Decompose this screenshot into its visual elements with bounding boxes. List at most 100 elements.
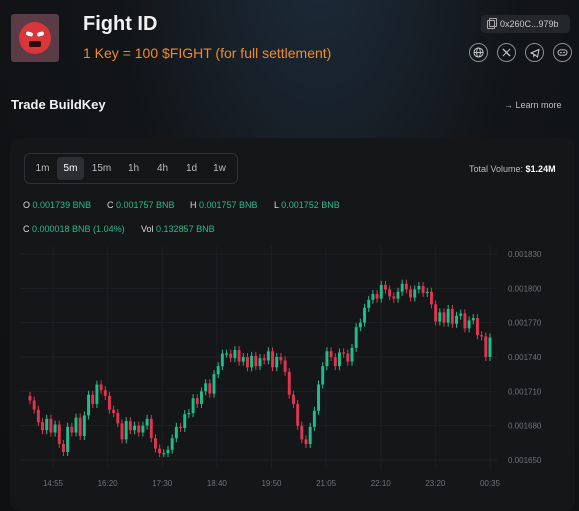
candle-body bbox=[321, 366, 325, 385]
tab-1m[interactable]: 1m bbox=[35, 163, 50, 174]
candle-body bbox=[57, 424, 61, 444]
change-value: 0.000018 BNB (1.04%) bbox=[32, 224, 125, 234]
candle-body bbox=[442, 312, 446, 323]
candle-body bbox=[371, 294, 375, 300]
fighter-mask-icon bbox=[19, 22, 51, 54]
candle-body bbox=[300, 425, 304, 440]
candle-body bbox=[455, 315, 459, 324]
candle-body bbox=[413, 289, 417, 298]
candle-body bbox=[342, 352, 346, 354]
x-tick-label: 16:20 bbox=[98, 479, 119, 488]
candle-body bbox=[107, 395, 111, 410]
candle-body bbox=[53, 424, 57, 433]
candle-body bbox=[32, 400, 36, 410]
high-label: H bbox=[190, 200, 197, 210]
learn-more-link[interactable]: → Learn more bbox=[504, 100, 562, 110]
candle-body bbox=[262, 358, 266, 361]
x-tick-label: 22:10 bbox=[371, 479, 392, 488]
tab-1d[interactable]: 1d bbox=[185, 163, 198, 174]
contract-address-button[interactable]: 0x260C...979b bbox=[481, 15, 570, 33]
candle-body bbox=[120, 423, 124, 440]
candle-body bbox=[233, 350, 237, 359]
y-tick-label: 0.001800 bbox=[508, 284, 542, 293]
discord-icon[interactable] bbox=[553, 43, 572, 62]
candle-body bbox=[179, 426, 183, 429]
candle-body bbox=[409, 289, 413, 298]
candle-body bbox=[333, 357, 337, 367]
candle-body bbox=[41, 422, 45, 431]
candle-body bbox=[199, 391, 203, 404]
candle-body bbox=[61, 443, 65, 452]
candle-body bbox=[241, 357, 245, 362]
y-tick-label: 0.001680 bbox=[508, 422, 542, 431]
candle-body bbox=[220, 353, 224, 367]
telegram-icon[interactable] bbox=[525, 43, 544, 62]
low-stat: L 0.001752 BNB bbox=[274, 200, 340, 210]
tab-5m[interactable]: 5m bbox=[57, 157, 84, 180]
candle-body bbox=[28, 395, 32, 401]
total-volume: Total Volume: $1.24M bbox=[469, 164, 556, 174]
total-volume-label: Total Volume: bbox=[469, 164, 524, 174]
candle-body bbox=[183, 414, 187, 428]
x-tick-label: 19:50 bbox=[261, 479, 282, 488]
x-tick-label: 18:40 bbox=[207, 479, 228, 488]
candle-body bbox=[216, 366, 220, 375]
x-tick-label: 23:20 bbox=[425, 479, 446, 488]
candle-body bbox=[475, 318, 479, 336]
x-icon[interactable] bbox=[497, 43, 516, 62]
close-value: 0.001757 BNB bbox=[116, 200, 175, 210]
section-title: Trade BuildKey bbox=[11, 97, 106, 112]
close-stat: C 0.001757 BNB bbox=[107, 200, 175, 210]
tab-1w[interactable]: 1w bbox=[213, 163, 226, 174]
candle-body bbox=[279, 357, 283, 361]
tab-15m[interactable]: 15m bbox=[91, 163, 112, 174]
candle-body bbox=[187, 413, 191, 415]
candle-body bbox=[337, 352, 341, 367]
candle-body bbox=[363, 307, 367, 323]
candle-body bbox=[254, 355, 258, 367]
x-tick-label: 14:55 bbox=[43, 479, 64, 488]
candle-body bbox=[116, 413, 120, 424]
tab-1h[interactable]: 1h bbox=[127, 163, 140, 174]
tab-4h[interactable]: 4h bbox=[156, 163, 169, 174]
y-tick-label: 0.001770 bbox=[508, 319, 542, 328]
candle-body bbox=[36, 409, 40, 423]
low-value: 0.001752 BNB bbox=[281, 200, 340, 210]
candle-body bbox=[245, 357, 249, 368]
low-label: L bbox=[274, 200, 279, 210]
candle-body bbox=[82, 415, 86, 436]
candle-body bbox=[317, 384, 321, 411]
candle-body bbox=[404, 283, 408, 290]
candle-body bbox=[421, 286, 425, 293]
candle-body bbox=[141, 425, 145, 433]
x-tick-label: 17:30 bbox=[152, 479, 173, 488]
contract-address: 0x260C...979b bbox=[500, 19, 559, 29]
candle-body bbox=[49, 418, 53, 433]
candle-body bbox=[99, 384, 103, 391]
candle-body bbox=[325, 351, 329, 367]
candle-body bbox=[463, 313, 467, 329]
candle-body bbox=[367, 299, 371, 308]
x-tick-label: 21:05 bbox=[316, 479, 337, 488]
globe-icon[interactable] bbox=[469, 43, 488, 62]
volume-label: Vol bbox=[141, 224, 154, 234]
candle-body bbox=[128, 421, 132, 431]
candle-body bbox=[195, 398, 199, 404]
total-volume-value: $1.24M bbox=[525, 164, 556, 174]
copy-icon bbox=[487, 17, 497, 29]
candle-body bbox=[396, 291, 400, 299]
candle-body bbox=[459, 313, 463, 316]
page-title: Fight ID bbox=[83, 13, 158, 35]
candle-body bbox=[95, 384, 99, 404]
volume-value: 0.132857 BNB bbox=[156, 224, 215, 234]
chart-panel bbox=[10, 138, 575, 511]
candle-body bbox=[354, 327, 358, 348]
candle-body bbox=[450, 308, 454, 324]
candle-body bbox=[296, 403, 300, 426]
candle-body bbox=[312, 410, 316, 427]
social-links bbox=[469, 43, 572, 62]
candle-body bbox=[304, 439, 308, 444]
header: Fight ID 1 Key = 100 $FIGHT (for full se… bbox=[0, 0, 579, 80]
ohlc-row-1: O 0.001739 BNB bbox=[23, 200, 91, 210]
